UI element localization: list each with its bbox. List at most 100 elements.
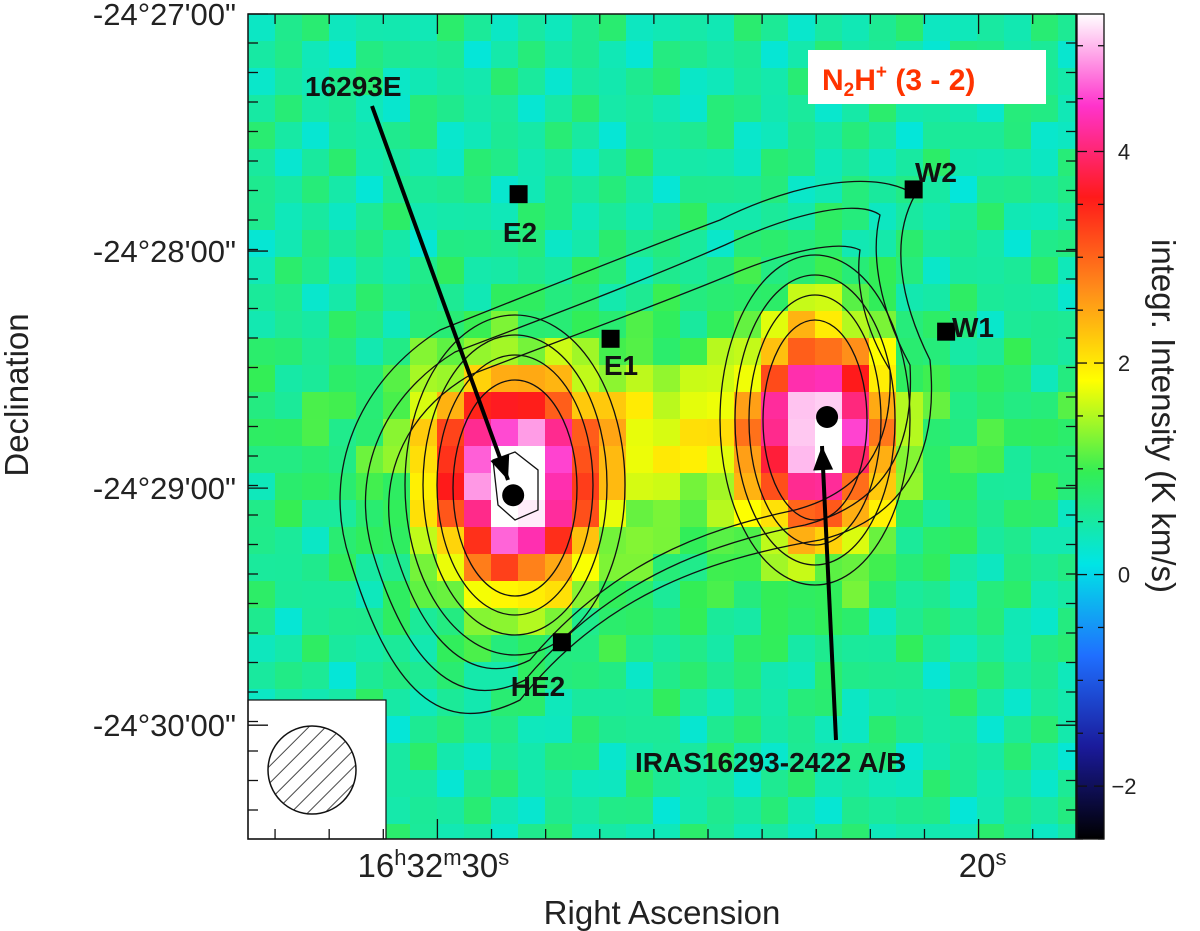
- heatmap-cell: [518, 365, 546, 393]
- heatmap-cell: [248, 41, 276, 69]
- heatmap-cell: [383, 41, 411, 69]
- source-marker: [904, 180, 923, 199]
- heatmap-cell: [1004, 230, 1032, 258]
- x-tick-label: 16h32m30s: [358, 845, 510, 884]
- heatmap-cell: [923, 554, 951, 582]
- heatmap-cell: [734, 41, 762, 69]
- heatmap-cell: [1031, 365, 1059, 393]
- heatmap-cell: [977, 797, 1005, 825]
- heatmap-cell: [545, 392, 573, 420]
- heatmap-cell: [491, 743, 519, 771]
- heatmap-cell: [680, 392, 708, 420]
- heatmap-cell: [815, 689, 843, 717]
- heatmap-cell: [815, 14, 843, 42]
- heatmap-cell: [599, 230, 627, 258]
- heatmap-cell: [923, 770, 951, 798]
- heatmap-cell: [734, 257, 762, 285]
- heatmap-cell: [383, 203, 411, 231]
- heatmap-cell: [275, 284, 303, 312]
- heatmap-cell: [950, 122, 978, 150]
- heatmap-cell: [626, 149, 654, 177]
- heatmap-cell: [707, 743, 735, 771]
- heatmap-cell: [761, 176, 789, 204]
- heatmap-cell: [1058, 581, 1076, 609]
- heatmap-cell: [896, 662, 924, 690]
- axis-ticks: [248, 13, 1076, 839]
- heatmap-cell: [545, 14, 573, 42]
- heatmap-cell: [599, 68, 627, 96]
- heatmap-cell: [788, 581, 816, 609]
- heatmap-cell: [464, 770, 492, 798]
- source-marker: [816, 406, 839, 429]
- heatmap-cell: [1058, 68, 1076, 96]
- heatmap-cell: [599, 743, 627, 771]
- heatmap-cell: [626, 473, 654, 501]
- heatmap-cell: [1058, 743, 1076, 771]
- colorbar-gradient: [1076, 13, 1105, 840]
- heatmap-cell: [761, 95, 789, 123]
- heatmap-cell: [707, 473, 735, 501]
- heatmap-cell: [761, 392, 789, 420]
- heatmap-cell: [410, 419, 438, 447]
- heatmap-cell: [464, 14, 492, 42]
- source-label: HE2: [511, 671, 565, 702]
- heatmap-cell: [302, 392, 330, 420]
- heatmap-cell: [680, 284, 708, 312]
- heatmap-cell: [761, 770, 789, 798]
- heatmap-cell: [545, 527, 573, 555]
- heatmap-cell: [896, 527, 924, 555]
- colorbar-tick-label: −2: [1111, 774, 1136, 799]
- heatmap-cell: [518, 446, 546, 474]
- heatmap-cell: [437, 797, 465, 825]
- heatmap-cell: [464, 824, 492, 839]
- heatmap-cell: [518, 554, 546, 582]
- heatmap-cell: [1058, 716, 1076, 744]
- heatmap-cell: [950, 743, 978, 771]
- heatmap-cell: [626, 554, 654, 582]
- heatmap-cell: [410, 554, 438, 582]
- heatmap-cell: [626, 203, 654, 231]
- heatmap-cell: [653, 338, 681, 366]
- heatmap-cell: [599, 41, 627, 69]
- heatmap-cell: [275, 527, 303, 555]
- heatmap-cell: [680, 257, 708, 285]
- heatmap-cell: [437, 392, 465, 420]
- heatmap-cell: [626, 338, 654, 366]
- heatmap-cell: [275, 122, 303, 150]
- heatmap-cell: [842, 176, 870, 204]
- heatmap-cell: [1031, 797, 1059, 825]
- heatmap-cell: [977, 176, 1005, 204]
- heatmap-cell: [842, 149, 870, 177]
- heatmap-cell: [410, 743, 438, 771]
- species-main: N: [822, 64, 844, 97]
- heatmap-cell: [977, 446, 1005, 474]
- heatmap-cell: [599, 689, 627, 717]
- contour: [452, 379, 578, 597]
- heatmap-cell: [626, 635, 654, 663]
- heatmap-cell: [545, 500, 573, 528]
- heatmap-cell: [383, 338, 411, 366]
- heatmap-cell: [680, 41, 708, 69]
- heatmap-cell: [923, 581, 951, 609]
- heatmap-cell: [626, 824, 654, 839]
- heatmap-cell: [977, 473, 1005, 501]
- heatmap-cell: [626, 41, 654, 69]
- heatmap-cell: [923, 284, 951, 312]
- heatmap-cell: [383, 608, 411, 636]
- heatmap-cell: [383, 743, 411, 771]
- heatmap-cell: [545, 203, 573, 231]
- heatmap-cell: [734, 176, 762, 204]
- heatmap-cell: [356, 500, 384, 528]
- source-marker: [601, 329, 620, 348]
- heatmap-cell: [329, 500, 357, 528]
- heatmap-cell: [329, 176, 357, 204]
- heatmap-cell: [869, 635, 897, 663]
- heatmap-cell: [680, 176, 708, 204]
- heatmap-cell: [302, 14, 330, 42]
- heatmap-cell: [869, 14, 897, 42]
- heatmap-cell: [248, 635, 276, 663]
- heatmap-cell: [707, 797, 735, 825]
- heatmap-cell: [950, 176, 978, 204]
- heatmap-cell: [572, 662, 600, 690]
- heatmap-cell: [572, 14, 600, 42]
